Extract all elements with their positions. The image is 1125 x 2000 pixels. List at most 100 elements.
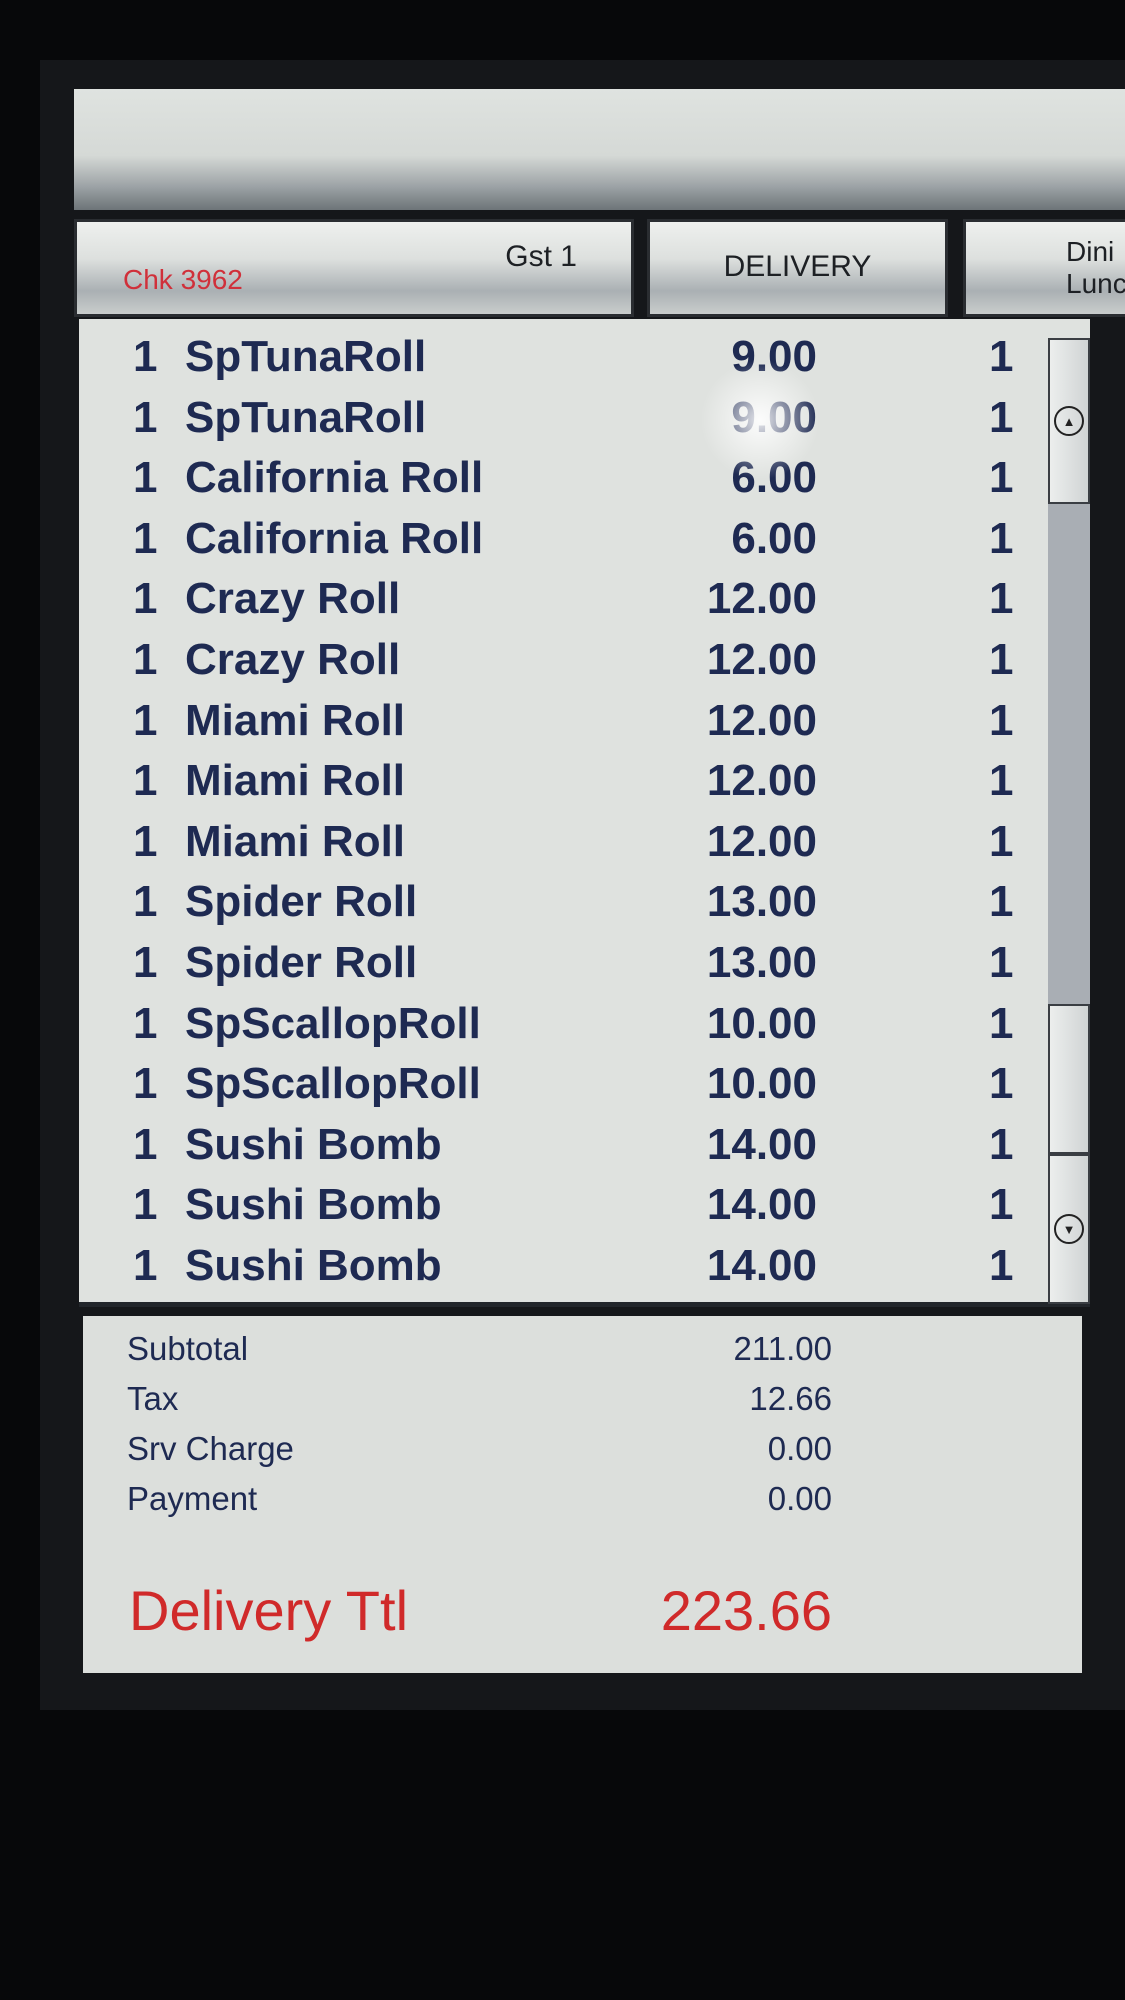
- grand-total-value: 223.66: [660, 1579, 832, 1642]
- circle-up-arrow-icon: ▲: [1054, 406, 1084, 436]
- order-item-row[interactable]: 1 SpTunaRoll 9.00 1: [79, 388, 1039, 448]
- item-name: SpScallopRoll: [185, 998, 481, 1048]
- item-price: 13.00: [706, 877, 817, 927]
- order-item-row[interactable]: 1 California Roll 6.00 1: [79, 448, 1039, 508]
- item-qty: 1: [133, 816, 158, 866]
- item-seat: 1: [989, 877, 1014, 927]
- item-price: 9.00: [731, 332, 817, 381]
- item-price: 14.00: [706, 1241, 817, 1290]
- item-price: 12.00: [706, 816, 817, 866]
- scrollbar[interactable]: ▲ ▼: [1048, 338, 1090, 1304]
- order-type-label: DELIVERY: [723, 250, 872, 283]
- order-item-row[interactable]: 1 SpTunaRoll 9.00 1: [79, 327, 1039, 387]
- check-number: Chk 3962: [123, 264, 243, 295]
- item-name: California Roll: [185, 453, 484, 503]
- order-item-row[interactable]: 1 Crazy Roll 12.00 1: [79, 630, 1039, 690]
- item-price: 12.00: [706, 574, 817, 624]
- item-qty: 1: [133, 332, 158, 381]
- item-price: 10.00: [706, 1059, 817, 1109]
- order-item-row[interactable]: 1 Sushi Bomb 14.00 1: [79, 1175, 1039, 1235]
- item-qty: 1: [133, 635, 158, 684]
- item-name: Crazy Roll: [185, 635, 401, 684]
- item-qty: 1: [133, 453, 158, 503]
- item-seat: 1: [989, 1119, 1014, 1169]
- order-item-row[interactable]: 1 Spider Roll 13.00 1: [79, 872, 1039, 932]
- total-value: 0.00: [767, 1430, 832, 1467]
- order-item-row[interactable]: 1 SpScallopRoll 10.00 1: [79, 994, 1039, 1054]
- item-seat: 1: [989, 1180, 1014, 1230]
- item-seat: 1: [989, 1059, 1014, 1109]
- item-price: 6.00: [731, 453, 817, 503]
- order-type-tab[interactable]: DELIVERY: [647, 219, 948, 317]
- item-name: Sushi Bomb: [185, 1180, 442, 1230]
- item-price: 14.00: [706, 1119, 817, 1169]
- item-name: Miami Roll: [185, 695, 406, 745]
- item-seat: 1: [989, 635, 1014, 684]
- item-name: SpScallopRoll: [185, 1059, 481, 1109]
- item-name: Sushi Bomb: [185, 1241, 442, 1290]
- item-seat: 1: [989, 695, 1014, 745]
- totals-panel: Delivery Ttl 223.66 Subtotal 211.00 Tax 12.…: [83, 1316, 1082, 1673]
- order-items-list: 1 SpTunaRoll 9.00 1 1 SpTunaRoll 9.00 1 1 Califor…: [79, 319, 1090, 1307]
- item-qty: 1: [133, 1119, 158, 1169]
- item-seat: 1: [989, 392, 1014, 442]
- item-name: SpTunaRoll: [185, 392, 427, 442]
- item-price: 13.00: [706, 938, 817, 987]
- item-qty: 1: [133, 695, 158, 745]
- top-bar: [74, 89, 1125, 210]
- grand-total-label: Delivery Ttl: [129, 1579, 409, 1642]
- total-label: Srv Charge: [127, 1430, 294, 1467]
- scroll-thumb[interactable]: [1048, 1004, 1090, 1154]
- item-seat: 1: [989, 1241, 1014, 1290]
- item-name: California Roll: [185, 513, 484, 563]
- order-item-row[interactable]: 1 Spider Roll 13.00 1: [79, 933, 1039, 993]
- order-item-row[interactable]: 1 Sushi Bomb 14.00 1: [79, 1236, 1039, 1296]
- item-qty: 1: [133, 1180, 158, 1230]
- item-seat: 1: [989, 453, 1014, 503]
- item-price: 10.00: [706, 998, 817, 1048]
- item-seat: 1: [989, 998, 1014, 1048]
- total-label: Subtotal: [127, 1330, 249, 1367]
- scroll-up-button[interactable]: ▲: [1048, 338, 1090, 504]
- item-seat: 1: [989, 332, 1014, 381]
- dining-tab[interactable]: Dini Lunc: [963, 219, 1125, 317]
- item-price: 14.00: [706, 1180, 817, 1230]
- item-name: Crazy Roll: [185, 574, 401, 624]
- item-qty: 1: [133, 756, 158, 806]
- item-qty: 1: [133, 998, 158, 1048]
- item-name: Miami Roll: [185, 756, 406, 806]
- item-price: 6.00: [731, 513, 817, 563]
- item-price: 12.00: [706, 635, 817, 684]
- guest-number: Gst 1: [505, 240, 577, 273]
- item-name: Sushi Bomb: [185, 1119, 442, 1169]
- scroll-down-button[interactable]: ▼: [1048, 1154, 1090, 1304]
- item-price: 12.00: [706, 695, 817, 745]
- order-item-row[interactable]: 1 Crazy Roll 12.00 1: [79, 569, 1039, 629]
- order-item-row[interactable]: 1 Miami Roll 12.00 1: [79, 691, 1039, 751]
- item-name: Spider Roll: [185, 877, 418, 927]
- item-qty: 1: [133, 574, 158, 624]
- circle-down-arrow-icon: ▼: [1054, 1214, 1084, 1244]
- item-qty: 1: [133, 513, 158, 563]
- item-price: 12.00: [706, 756, 817, 806]
- item-seat: 1: [989, 816, 1014, 866]
- order-item-row[interactable]: 1 California Roll 6.00 1: [79, 509, 1039, 569]
- total-value: 0.00: [767, 1480, 832, 1517]
- item-qty: 1: [133, 1241, 158, 1290]
- item-qty: 1: [133, 938, 158, 987]
- item-seat: 1: [989, 574, 1014, 624]
- item-price: 9.00: [731, 392, 817, 442]
- item-name: Spider Roll: [185, 938, 418, 987]
- item-seat: 1: [989, 513, 1014, 563]
- item-seat: 1: [989, 938, 1014, 987]
- total-value: 12.66: [749, 1380, 832, 1417]
- order-item-row[interactable]: 1 Miami Roll 12.00 1: [79, 812, 1039, 872]
- check-tab[interactable]: Chk 3962 Gst 1: [74, 219, 634, 317]
- item-qty: 1: [133, 392, 158, 442]
- order-item-row[interactable]: 1 Sushi Bomb 14.00 1: [79, 1115, 1039, 1175]
- dining-tab-label: Dini Lunc: [1066, 236, 1125, 299]
- total-label: Tax: [127, 1380, 179, 1417]
- order-item-row[interactable]: 1 Miami Roll 12.00 1: [79, 751, 1039, 811]
- total-label: Payment: [127, 1480, 258, 1517]
- order-item-row[interactable]: 1 SpScallopRoll 10.00 1: [79, 1054, 1039, 1114]
